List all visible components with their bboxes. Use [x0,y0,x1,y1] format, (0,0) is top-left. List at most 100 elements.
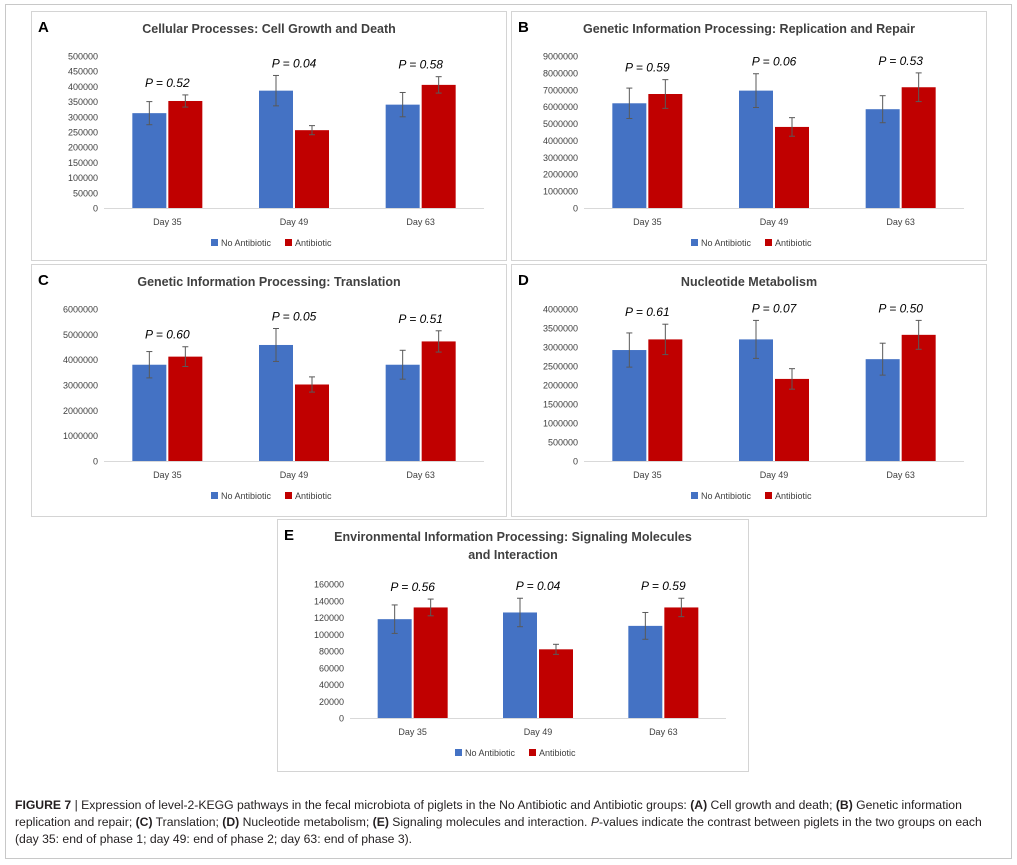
bar-no-antibiotic [132,364,167,461]
figure-frame [5,4,1012,859]
y-tick-label: 1500000 [543,400,578,410]
caption-label: FIGURE 7 [15,798,72,812]
p-value-label: P = 0.53 [878,54,923,68]
bar-no-antibiotic [259,90,293,208]
x-category-label: Day 35 [633,470,662,480]
bar-antibiotic [168,100,203,208]
y-tick-label: 40000 [319,680,344,690]
y-tick-label: 0 [93,457,98,467]
bar-antibiotic [421,341,456,461]
p-value-label: P = 0.06 [752,55,797,69]
y-tick-label: 80000 [319,647,344,657]
legend-label-no-antibiotic: No Antibiotic [701,491,752,501]
panel-b: B Genetic Information Processing: Replica… [511,11,987,261]
caption-tag-b: (B) [835,798,853,812]
legend-label-no-antibiotic: No Antibiotic [221,238,272,248]
caption-text-b: Genetic information replication and repa… [15,798,962,829]
caption-tag-d: (D) [222,815,240,829]
y-tick-label: 100000 [314,630,344,640]
y-tick-label: 60000 [319,663,344,673]
p-value-label: P = 0.04 [516,579,561,593]
y-tick-label: 0 [339,714,344,724]
legend-swatch-no-antibiotic [211,239,218,246]
y-tick-label: 100000 [68,173,98,183]
legend-swatch-antibiotic [765,492,772,499]
x-category-label: Day 63 [649,727,678,737]
caption-tag-a: (A) [690,798,708,812]
x-category-label: Day 49 [760,470,789,480]
chart-a-svg: A Cellular Processes: Cell Growth and Dea… [38,19,484,248]
caption-p-italic: P [590,815,599,829]
bar-no-antibiotic [865,109,900,208]
chart-c-svg: C Genetic Information Processing: Transla… [38,272,484,501]
caption-text-c: Translation; [152,815,223,829]
x-category-label: Day 49 [280,217,309,227]
y-tick-label: 300000 [68,112,98,122]
caption-tag-e: (E) [372,815,389,829]
y-tick-label: 200000 [68,143,98,153]
y-tick-label: 140000 [314,596,344,606]
x-category-label: Day 49 [760,217,789,227]
panel-c: C Genetic Information Processing: Transla… [31,264,507,517]
p-value-label: P = 0.58 [398,58,443,72]
y-tick-label: 3000000 [63,381,98,391]
bar-antibiotic [775,378,809,461]
panel-letter: D [518,272,529,289]
p-value-label: P = 0.05 [272,310,317,324]
y-tick-label: 160000 [314,580,344,590]
chart-title: Genetic Information Processing: Translat… [137,275,400,289]
legend-swatch-no-antibiotic [455,749,462,756]
y-tick-label: 120000 [314,613,344,623]
y-tick-label: 20000 [319,697,344,707]
y-tick-label: 5000000 [63,330,98,340]
legend-swatch-no-antibiotic [211,492,218,499]
y-tick-label: 4000000 [543,305,578,315]
legend-swatch-no-antibiotic [691,239,698,246]
chart-title: Cellular Processes: Cell Growth and Deat… [142,22,396,36]
legend-label-no-antibiotic: No Antibiotic [465,748,516,758]
bar-no-antibiotic [739,339,773,461]
y-tick-label: 50000 [73,188,98,198]
bar-no-antibiotic [377,619,412,718]
caption-tag-c: (C) [135,815,153,829]
y-tick-label: 8000000 [543,68,578,78]
p-value-label: P = 0.60 [145,328,190,342]
bar-no-antibiotic [865,359,900,461]
x-category-label: Day 49 [280,470,309,480]
bar-no-antibiotic [739,90,773,208]
chart-title: Genetic Information Processing: Replicat… [583,22,915,36]
legend-label-antibiotic: Antibiotic [775,491,812,501]
legend-swatch-antibiotic [285,492,292,499]
y-tick-label: 3000000 [543,343,578,353]
x-category-label: Day 35 [153,217,182,227]
bar-antibiotic [648,94,683,208]
panel-letter: E [284,527,294,544]
x-category-label: Day 63 [406,217,435,227]
bar-antibiotic [295,384,329,461]
y-tick-label: 6000000 [63,305,98,315]
bar-no-antibiotic [628,625,663,718]
y-tick-label: 4000000 [543,136,578,146]
x-category-label: Day 63 [886,470,915,480]
bar-antibiotic [168,356,203,461]
panel-a: A Cellular Processes: Cell Growth and Dea… [31,11,507,261]
y-tick-label: 7000000 [543,85,578,95]
y-tick-label: 3000000 [543,153,578,163]
y-tick-label: 150000 [68,158,98,168]
legend-swatch-no-antibiotic [691,492,698,499]
legend-swatch-antibiotic [765,239,772,246]
chart-title: and Interaction [468,548,558,562]
legend-label-no-antibiotic: No Antibiotic [221,491,272,501]
p-value-label: P = 0.56 [390,580,435,594]
legend-swatch-antibiotic [529,749,536,756]
bar-antibiotic [539,649,573,718]
y-tick-label: 500000 [548,438,578,448]
p-value-label: P = 0.59 [641,579,686,593]
caption-part1: Expression of level-2-KEGG pathways in t… [81,798,691,812]
y-tick-label: 5000000 [543,119,578,129]
chart-title: Nucleotide Metabolism [681,275,817,289]
p-value-label: P = 0.50 [878,301,923,315]
y-tick-label: 250000 [68,128,98,138]
bar-no-antibiotic [132,113,167,208]
bar-antibiotic [648,339,683,461]
